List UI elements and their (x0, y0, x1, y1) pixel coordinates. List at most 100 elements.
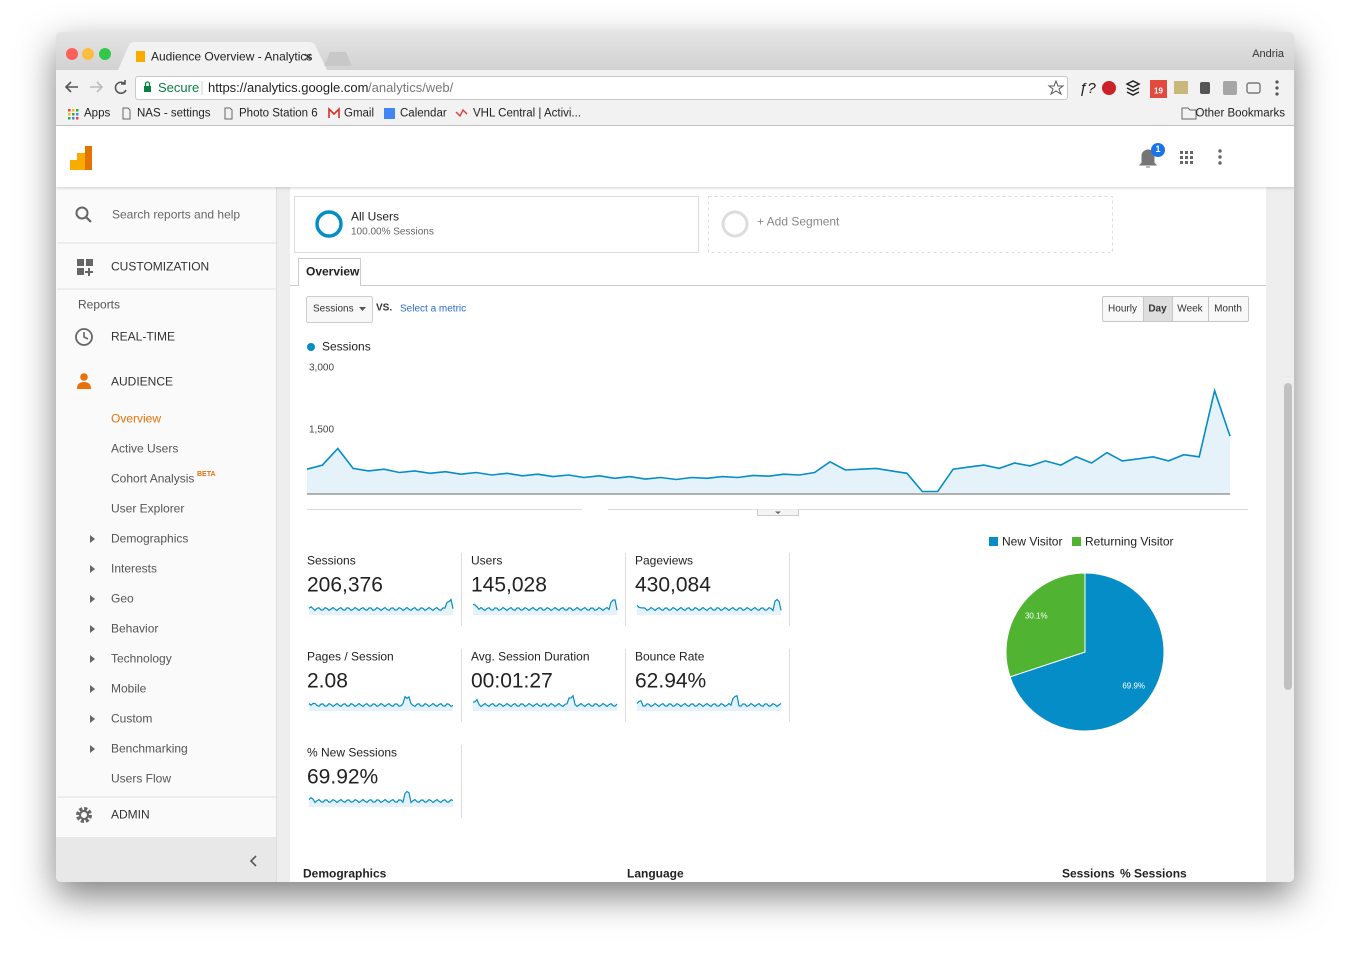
add-segment-card[interactable] (708, 196, 1113, 253)
interval-label[interactable]: Day (1148, 303, 1167, 315)
nav-customization[interactable]: CUSTOMIZATION (111, 259, 210, 274)
ext-icon[interactable] (1102, 81, 1116, 95)
ext-icon[interactable]: ƒ? (1079, 80, 1096, 97)
table-header: Sessions (1062, 866, 1115, 881)
select-metric[interactable]: Select a metric (400, 303, 467, 315)
ext-icon[interactable] (1246, 82, 1261, 94)
metric-value: 69.92% (307, 765, 379, 789)
vs-label: VS. (376, 302, 393, 314)
search-icon[interactable] (75, 206, 89, 220)
nav-item[interactable]: Geo (111, 591, 134, 606)
ext-icon[interactable] (1200, 82, 1210, 94)
nav-item[interactable]: User Explorer (111, 501, 185, 516)
nav-item[interactable]: Custom (111, 711, 153, 726)
reload-button[interactable] (114, 80, 127, 95)
nav-item[interactable]: Active Users (111, 441, 179, 456)
menu-dot[interactable] (1275, 92, 1279, 96)
nav-item[interactable]: Overview (111, 411, 162, 426)
address-bar[interactable] (135, 76, 1068, 100)
ext-calendar[interactable] (1150, 80, 1167, 98)
ext-icon[interactable] (1223, 81, 1237, 95)
metric-label: Pages / Session (307, 649, 394, 664)
apps-icon (76, 113, 79, 116)
nav-realtime[interactable]: REAL-TIME (111, 329, 176, 344)
notification-bell[interactable] (1138, 149, 1158, 168)
nav-item[interactable]: Cohort Analysis (111, 471, 195, 486)
expand-arrow (90, 745, 95, 753)
overflow-dot[interactable] (1218, 149, 1222, 153)
bookmark[interactable]: NAS - settings (137, 107, 211, 120)
nav-item[interactable]: Technology (111, 651, 172, 666)
page-icon (122, 107, 131, 120)
search-input[interactable]: Search reports and help (112, 207, 241, 222)
menu-dot[interactable] (1275, 80, 1279, 84)
overflow-dot[interactable] (1218, 155, 1222, 159)
expand-arrow (90, 655, 95, 663)
segment-ring (315, 210, 343, 238)
bookmark[interactable]: VHL Central | Activi... (473, 107, 582, 120)
new-tab[interactable] (324, 52, 352, 66)
legend-label: New Visitor (1002, 534, 1063, 549)
nav-item[interactable]: Interests (111, 561, 158, 576)
nav-item[interactable]: Demographics (111, 531, 189, 546)
nav-item[interactable]: Benchmarking (111, 741, 188, 756)
segment-card[interactable] (294, 196, 699, 253)
apps-icon (68, 109, 71, 112)
other-bookmarks[interactable]: Other Bookmarks (1195, 107, 1285, 120)
metric-value: 62.94% (635, 669, 707, 693)
notification-count: 1 (1155, 144, 1161, 155)
zoom-button[interactable] (99, 48, 111, 60)
close-button[interactable] (66, 48, 78, 60)
sparkline-area (637, 695, 781, 711)
url-host: https://analytics.google.com (208, 79, 369, 95)
folder-icon (1181, 107, 1197, 120)
nav-admin[interactable]: ADMIN (111, 807, 150, 822)
app-header (56, 126, 1294, 187)
forward-button[interactable] (90, 81, 104, 93)
interval-label[interactable]: Month (1214, 303, 1242, 315)
bookmark[interactable]: Calendar (400, 107, 447, 120)
overview-tab[interactable] (298, 258, 361, 287)
nav-audience[interactable]: AUDIENCE (111, 374, 174, 389)
minimize-button[interactable] (82, 48, 94, 60)
ext-icon[interactable] (1125, 80, 1141, 96)
collapse-sidebar[interactable] (249, 855, 257, 867)
bookmark[interactable]: Photo Station 6 (239, 107, 318, 120)
expand-arrow (90, 535, 95, 543)
logo[interactable] (77, 153, 85, 170)
logo[interactable] (70, 160, 77, 170)
ext-icon[interactable] (1174, 81, 1188, 94)
back-button[interactable] (64, 81, 78, 93)
bookmark[interactable]: Apps (84, 107, 111, 120)
apps-grid[interactable] (1180, 151, 1193, 164)
tab-close[interactable] (304, 53, 312, 61)
menu-dot[interactable] (1275, 86, 1279, 90)
nav-item[interactable]: Mobile (111, 681, 147, 696)
tab-label[interactable]: Overview (306, 264, 360, 279)
metric-label: Sessions (307, 553, 356, 568)
interval-label[interactable]: Week (1177, 303, 1203, 315)
expand-arrow (90, 565, 95, 573)
sparkline-area (473, 695, 617, 711)
nav-item[interactable]: Behavior (111, 621, 159, 636)
sparkline (472, 599, 618, 612)
interval-button[interactable] (1208, 296, 1249, 322)
sparkline (308, 790, 454, 804)
interval-label[interactable]: Hourly (1108, 303, 1137, 315)
expand-arrow (90, 715, 95, 723)
logo[interactable] (85, 146, 92, 170)
add-segment[interactable]: + Add Segment (757, 214, 840, 229)
bookmark-star[interactable] (1047, 79, 1065, 96)
gmail-icon (328, 107, 340, 118)
sparkline-area (637, 599, 781, 615)
segment-detail: 100.00% Sessions (351, 226, 434, 238)
scrollbar[interactable] (1284, 383, 1292, 690)
search-icon (85, 216, 92, 223)
nav-item[interactable]: Users Flow (111, 771, 172, 786)
bookmark[interactable]: Gmail (344, 107, 375, 120)
overflow-dot[interactable] (1218, 161, 1222, 165)
active-tab[interactable] (118, 42, 327, 70)
metric-value: 2.08 (307, 669, 348, 693)
metric-dropdown[interactable] (306, 296, 373, 323)
apps-icon (76, 117, 79, 120)
